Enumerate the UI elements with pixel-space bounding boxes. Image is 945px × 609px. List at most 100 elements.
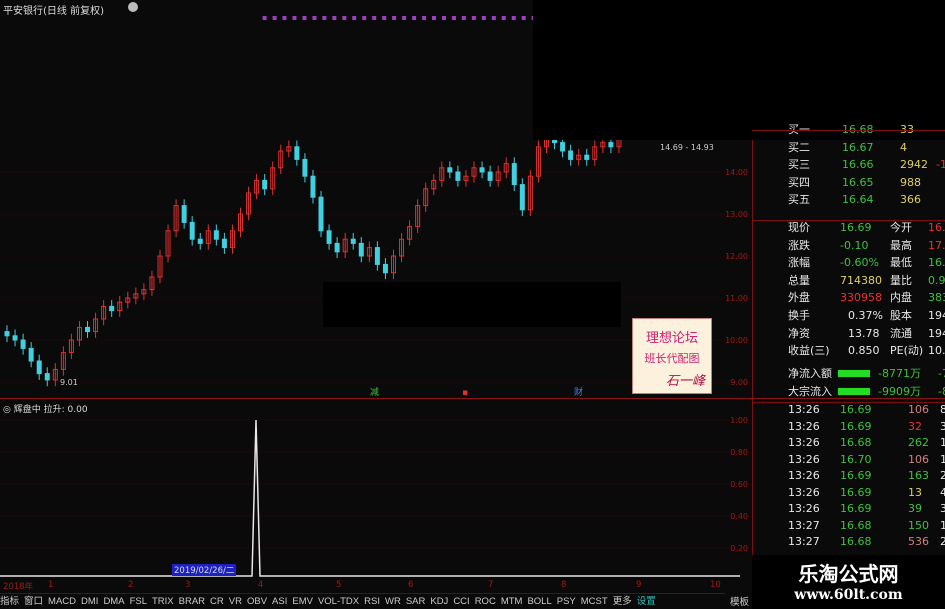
quote-cell: 13:26 xyxy=(788,403,820,416)
candle xyxy=(141,289,147,295)
quote-cell: 净资 xyxy=(788,326,810,340)
quote-cell: 股本 xyxy=(890,309,912,322)
tab-16[interactable]: SAR xyxy=(405,596,426,607)
quote-cell: 买五 xyxy=(788,193,810,206)
candle xyxy=(358,242,364,257)
tab-14[interactable]: RSI xyxy=(364,596,380,607)
cursor-date: 2019/02/26/二 xyxy=(172,564,237,576)
quote-cell: 194亿 xyxy=(928,309,945,322)
indicator-axis-label: 1.00 xyxy=(730,416,748,425)
quote-cell: 13:26 xyxy=(788,502,820,515)
quote-row: 13:27 16.68 536 21 xyxy=(760,534,945,550)
candle xyxy=(101,305,107,320)
tab-15[interactable]: WR xyxy=(384,596,401,607)
quote-row: 大宗流入 -9909万 -8% xyxy=(760,384,945,400)
quote-cell: 16.64 xyxy=(842,193,874,206)
quote-cell: 14 xyxy=(940,436,945,449)
candle xyxy=(431,179,437,190)
candle xyxy=(503,163,509,173)
quote-row: 净流入额 -8771万 -7% xyxy=(760,366,945,382)
template-button[interactable]: 模板 xyxy=(730,597,750,608)
quote-cell: 买四 xyxy=(788,175,810,189)
candle xyxy=(407,226,413,240)
price-axis-label: 9.00 xyxy=(730,378,748,387)
tab-17[interactable]: KDJ xyxy=(430,596,449,607)
quote-cell: 量比 xyxy=(890,273,912,287)
tab-12[interactable]: EMV xyxy=(292,596,313,607)
tab-1[interactable]: 窗口 xyxy=(24,596,44,607)
tab-13[interactable]: VOL-TDX xyxy=(317,596,360,607)
date-axis-label: 9 xyxy=(636,580,642,590)
tab-5[interactable]: FSL xyxy=(129,596,147,607)
tab-11[interactable]: ASI xyxy=(272,596,288,607)
tab-4[interactable]: DMA xyxy=(103,596,125,607)
candle xyxy=(60,352,66,370)
candle xyxy=(262,179,268,190)
quote-cell: 714380 xyxy=(840,273,882,287)
candle xyxy=(52,368,58,381)
candle xyxy=(302,158,308,177)
tab-21[interactable]: BOLL xyxy=(527,596,552,607)
quote-cell: 净流入额 xyxy=(788,367,832,380)
tab-25[interactable]: 设置 xyxy=(636,596,656,607)
quote-cell: 换手 xyxy=(788,309,810,322)
quote-row: 净资 13.78 流通 194亿 xyxy=(760,326,945,342)
quote-cell: 22 xyxy=(940,469,945,482)
tab-23[interactable]: MCST xyxy=(580,596,608,607)
quote-cell: 194亿 xyxy=(928,326,945,340)
quote-cell: 33 xyxy=(900,123,914,136)
indicator-axis-label: 0.40 xyxy=(730,512,748,521)
settings-icon[interactable] xyxy=(128,2,138,12)
tab-8[interactable]: CR xyxy=(210,596,224,607)
quote-cell: 16.70 xyxy=(840,452,872,466)
quote-cell: -7% xyxy=(938,367,945,380)
quote-cell: 内盘 xyxy=(890,291,912,304)
candle xyxy=(471,167,477,177)
tab-10[interactable]: OBV xyxy=(246,596,268,607)
tab-20[interactable]: MTM xyxy=(500,596,523,607)
candle xyxy=(382,263,388,274)
quote-row: 收益(三) 0.850 PE(动) 10.5 xyxy=(760,343,945,359)
quote-cell: 16.68 xyxy=(840,518,872,532)
candle xyxy=(560,142,566,152)
date-axis-label: 8 xyxy=(561,580,567,590)
candle xyxy=(479,167,485,173)
candle xyxy=(85,326,91,333)
tab-19[interactable]: ROC xyxy=(474,596,496,607)
candle xyxy=(592,146,598,160)
tab-2[interactable]: MACD xyxy=(48,596,77,607)
tab-6[interactable]: TRIX xyxy=(152,596,174,607)
tab-9[interactable]: VR xyxy=(228,596,242,607)
candle xyxy=(390,255,396,274)
tab-7[interactable]: BRAR xyxy=(178,596,206,607)
candle xyxy=(165,230,171,257)
quote-cell: 16.69 xyxy=(840,221,872,234)
price-axis-label: 13.00 xyxy=(725,210,748,219)
candle xyxy=(157,255,163,278)
candle xyxy=(270,167,276,190)
quote-cell: -8% xyxy=(938,384,945,398)
tab-24[interactable]: 更多 xyxy=(612,596,632,607)
tab-18[interactable]: CCI xyxy=(453,596,470,607)
quote-row: 涨跌 -0.10 最高 17.00 xyxy=(760,238,945,254)
divider xyxy=(752,402,945,403)
candle xyxy=(149,276,155,291)
quote-cell: 16.69 xyxy=(840,469,872,482)
tab-3[interactable]: DMI xyxy=(81,596,99,607)
candle xyxy=(455,171,461,181)
quote-cell: 383422 xyxy=(928,291,945,304)
quote-cell: 16.68 xyxy=(840,535,872,548)
quote-cell: 536 xyxy=(908,535,929,548)
date-axis-label: 7 xyxy=(488,580,494,590)
candle xyxy=(36,360,42,375)
tab-0[interactable]: 指标 xyxy=(0,596,20,607)
quote-cell: 13 xyxy=(908,485,922,499)
quote-row: 总量 714380 量比 0.97 xyxy=(760,273,945,289)
indicator-header: ◎ 辉盘中 拉升: 0.00 xyxy=(3,402,88,415)
quote-cell: 16.67 xyxy=(842,140,874,154)
quote-cell: 13:26 xyxy=(788,469,820,482)
indicator-icon[interactable]: ◎ xyxy=(3,405,14,415)
tab-22[interactable]: PSY xyxy=(556,596,576,607)
candle xyxy=(415,205,421,228)
